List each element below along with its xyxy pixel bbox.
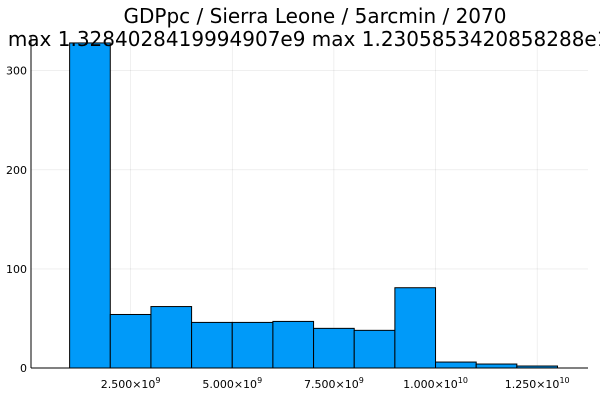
x-tick-label: 2.500×109	[101, 376, 161, 391]
histogram-bar	[150, 306, 193, 369]
y-tick-labels: 0 100 200 300	[6, 65, 27, 375]
y-tick-label: 0	[20, 362, 27, 375]
histogram-bar	[272, 320, 315, 369]
histogram-bar	[313, 327, 355, 369]
y-tick-label: 300	[6, 65, 27, 78]
histogram-bar	[109, 313, 152, 369]
y-tick-label: 200	[6, 164, 27, 177]
x-tick-label: 5.000×109	[202, 376, 262, 391]
histogram-bar	[475, 363, 518, 369]
chart-subtitle: max 1.3284028419994907e9 max 1.230585342…	[8, 27, 600, 51]
histogram-bar	[191, 321, 233, 369]
x-tick-labels: 2.500×109 5.000×109 7.500×109 1.000×1010 1.2…	[101, 376, 570, 391]
x-tick-label: 1.250×1010	[505, 376, 570, 391]
histogram-bar	[394, 287, 437, 369]
histogram-bar	[231, 321, 274, 369]
histogram-bar	[69, 42, 111, 369]
x-tick-label: 7.500×109	[304, 376, 364, 391]
histogram-bar	[353, 329, 396, 369]
axes	[30, 36, 588, 369]
histogram-bar	[435, 361, 477, 369]
chart-title: GDPpc / Sierra Leone / 5arcmin / 2070	[124, 4, 507, 28]
y-tick-label: 100	[6, 263, 27, 276]
x-tick-label: 1.000×1010	[403, 376, 468, 391]
histogram-bars	[69, 42, 559, 369]
